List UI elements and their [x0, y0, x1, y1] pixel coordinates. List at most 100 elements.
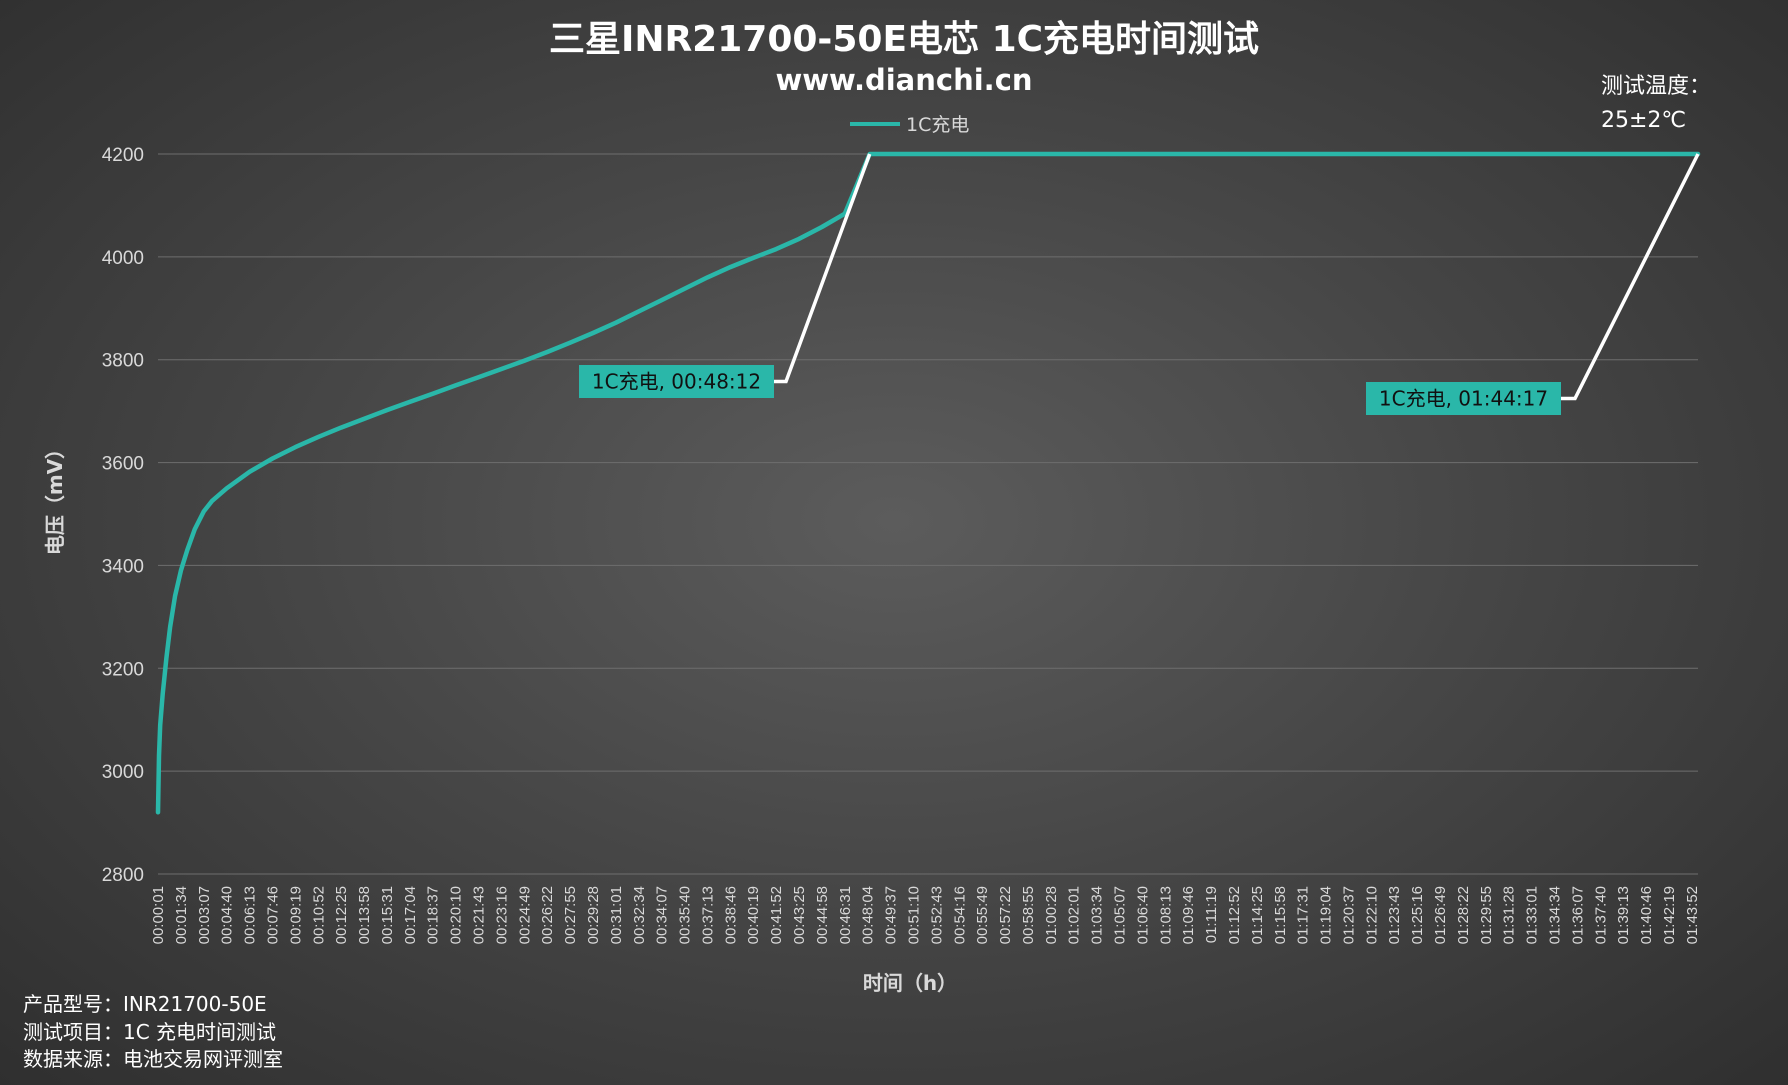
- x-tick-label: 01:39:13: [1615, 886, 1632, 944]
- series-line: [155, 151, 1701, 815]
- y-tick-label: 2800: [102, 865, 144, 886]
- x-tick-label: 00:31:01: [608, 886, 625, 944]
- x-tick-label: 00:57:22: [997, 886, 1014, 944]
- y-tick-label: 3600: [102, 454, 144, 475]
- x-tick-label: 01:05:07: [1112, 886, 1129, 944]
- y-tick-label: 3400: [102, 556, 144, 577]
- x-tick-label: 01:11:19: [1203, 886, 1220, 943]
- x-tick-label: 00:43:25: [791, 886, 808, 944]
- annotation-label: 1C充电, 01:44:17: [1379, 387, 1548, 411]
- legend-label: 1C充电: [906, 114, 969, 136]
- x-axis-title: 时间（h）: [863, 971, 957, 995]
- x-tick-label: 01:08:13: [1157, 886, 1174, 944]
- x-tick-label: 00:55:49: [974, 886, 991, 944]
- x-tick-label: 00:20:10: [448, 886, 465, 944]
- x-tick-label: 00:24:49: [516, 886, 533, 944]
- x-tick-label: 00:32:34: [631, 886, 648, 944]
- x-tick-label: 01:12:52: [1226, 886, 1243, 944]
- y-tick-label: 3800: [102, 351, 144, 372]
- x-tick-label: 00:29:28: [585, 886, 602, 944]
- x-tick-label: 00:27:55: [562, 886, 579, 944]
- x-tick-label: 01:40:46: [1638, 886, 1655, 944]
- x-tick-label: 01:00:28: [1043, 886, 1060, 944]
- x-tick-label: 01:26:49: [1432, 886, 1449, 944]
- x-tick-label: 01:29:55: [1478, 886, 1495, 944]
- x-tick-label: 00:04:40: [219, 886, 236, 944]
- x-tick-label: 00:49:37: [883, 886, 900, 944]
- x-tick-label: 00:10:52: [310, 886, 327, 944]
- annotation-label: 1C充电, 00:48:12: [592, 370, 761, 394]
- x-tick-label: 00:18:37: [425, 886, 442, 944]
- x-tick-label: 01:37:40: [1592, 886, 1609, 944]
- x-tick-label: 00:35:40: [677, 886, 694, 944]
- x-tick-label: 01:19:04: [1318, 886, 1335, 944]
- x-tick-label: 00:44:58: [814, 886, 831, 944]
- annotation-leader-line: [1561, 153, 1700, 401]
- x-tick-label: 01:02:01: [1066, 886, 1083, 944]
- x-tick-label: 00:26:22: [539, 886, 556, 944]
- x-axis-ticks: 00:00:01 00:01:34 00:03:07 00:04:40 00:06:13…: [150, 886, 1701, 944]
- x-tick-label: 00:38:46: [722, 886, 739, 944]
- x-tick-label: 01:06:40: [1134, 886, 1151, 944]
- chart-subtitle: www.dianchi.cn: [775, 63, 1032, 97]
- footer-model: 产品型号：INR21700-50E: [23, 992, 267, 1016]
- x-tick-label: 01:43:52: [1684, 886, 1701, 944]
- x-tick-label: 00:07:46: [264, 886, 281, 944]
- x-tick-label: 01:22:10: [1363, 886, 1380, 944]
- x-tick-label: 01:34:34: [1546, 886, 1563, 944]
- x-tick-label: 00:01:34: [173, 886, 190, 944]
- x-tick-label: 00:17:04: [402, 886, 419, 944]
- x-tick-label: 00:58:55: [1020, 886, 1037, 944]
- x-tick-label: 00:09:19: [287, 886, 304, 944]
- x-tick-label: 00:40:19: [745, 886, 762, 944]
- temperature-note-label: 测试温度：: [1601, 74, 1711, 99]
- x-tick-label: 01:14:25: [1249, 886, 1266, 944]
- annotation-box: [579, 365, 774, 398]
- temperature-note-value: 25±2℃: [1601, 108, 1686, 133]
- x-tick-label: 01:23:43: [1386, 886, 1403, 944]
- gridlines: [158, 153, 1698, 875]
- x-tick-label: 00:21:43: [471, 886, 488, 944]
- x-tick-label: 01:36:07: [1569, 886, 1586, 944]
- y-tick-label: 4000: [102, 248, 144, 269]
- x-tick-label: 00:03:07: [196, 886, 213, 944]
- x-tick-label: 00:54:16: [951, 886, 968, 944]
- x-tick-label: 01:42:19: [1661, 886, 1678, 944]
- annotations: 1C充电, 00:48:12 1C充电, 01:44:17: [579, 153, 1700, 415]
- x-tick-label: 00:00:01: [150, 886, 167, 944]
- y-axis-title: 电压（mV）: [43, 439, 67, 555]
- x-tick-label: 01:28:22: [1455, 886, 1472, 944]
- x-tick-label: 01:20:37: [1340, 886, 1357, 944]
- chart-title: 三星INR21700-50E电芯 1C充电时间测试: [549, 19, 1259, 60]
- x-tick-label: 01:15:58: [1272, 886, 1289, 944]
- x-tick-label: 00:23:16: [493, 886, 510, 944]
- x-tick-label: 00:15:31: [379, 886, 396, 944]
- legend: 1C充电: [850, 114, 969, 136]
- x-tick-label: 00:48:04: [860, 886, 877, 944]
- x-tick-label: 01:25:16: [1409, 886, 1426, 944]
- annotation-box: [1366, 382, 1561, 415]
- y-tick-label: 4200: [102, 145, 144, 166]
- y-axis-ticks: 2800 3000 3200 3400 3600 3800 4000 4200: [102, 145, 144, 886]
- x-tick-label: 00:52:43: [928, 886, 945, 944]
- y-tick-label: 3200: [102, 659, 144, 680]
- x-tick-label: 01:33:01: [1524, 886, 1541, 944]
- x-tick-label: 00:12:25: [333, 886, 350, 944]
- footer-source: 数据来源：电池交易网评测室: [23, 1047, 283, 1071]
- x-tick-label: 01:31:28: [1501, 886, 1518, 944]
- x-tick-label: 00:34:07: [654, 886, 671, 944]
- x-tick-label: 01:17:31: [1295, 886, 1312, 944]
- y-tick-label: 3000: [102, 762, 144, 783]
- x-tick-label: 01:03:34: [1089, 886, 1106, 944]
- x-tick-label: 00:46:31: [837, 886, 854, 944]
- footer-test-item: 测试项目：1C 充电时间测试: [23, 1020, 276, 1044]
- x-tick-label: 00:37:13: [699, 886, 716, 944]
- series-layer: [155, 151, 1701, 815]
- x-tick-label: 00:51:10: [905, 886, 922, 944]
- x-tick-label: 00:13:58: [356, 886, 373, 944]
- x-tick-label: 01:09:46: [1180, 886, 1197, 944]
- annotation-leader-line: [774, 153, 872, 384]
- x-tick-label: 00:41:52: [768, 886, 785, 944]
- x-tick-label: 00:06:13: [242, 886, 259, 944]
